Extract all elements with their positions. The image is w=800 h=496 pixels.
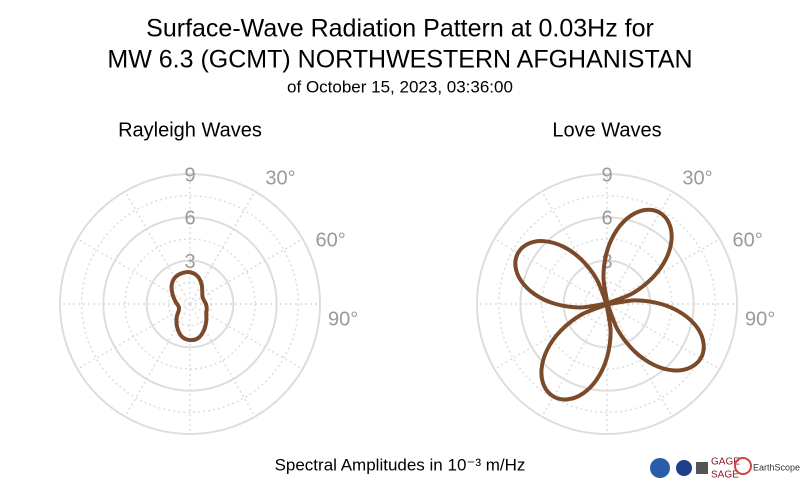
r-grid-circle xyxy=(145,259,235,349)
theta-tick-label: 30° xyxy=(265,168,295,190)
polar-plot: Rayleigh Waves 30° 60° 90° 3 6 9 xyxy=(59,119,358,435)
minor-grid xyxy=(80,194,300,414)
chart-title: Love Waves xyxy=(552,119,661,141)
spoke xyxy=(606,303,720,370)
logo-icon xyxy=(650,458,670,478)
r-tick-label: 3 xyxy=(184,251,195,273)
logo-icon xyxy=(676,460,692,476)
logo-text: EarthScope xyxy=(753,462,800,472)
spoke xyxy=(494,238,608,305)
theta-tick-label: 60° xyxy=(316,230,346,252)
r-grid-circle xyxy=(102,216,278,392)
theta-grid-line xyxy=(606,191,673,305)
logo-icon xyxy=(696,462,708,474)
r-tick-label: 9 xyxy=(184,164,195,186)
logos: GAGE SAGE EarthScope xyxy=(650,457,800,481)
title-line: Surface-Wave Radiation Pattern at 0.03Hz… xyxy=(146,15,654,43)
spoke xyxy=(606,303,673,417)
spoke xyxy=(124,303,191,417)
theta-tick-label: 90° xyxy=(328,308,358,330)
theta-tick-label: 30° xyxy=(682,168,712,190)
theta-tick-label: 90° xyxy=(745,308,775,330)
title-line: MW 6.3 (GCMT) NORTHWESTERN AFGHANISTAN xyxy=(107,46,692,74)
r-tick-label: 9 xyxy=(601,164,612,186)
spoke xyxy=(124,191,191,305)
subtitle: of October 15, 2023, 03:36:00 xyxy=(287,77,513,96)
r-grid-circle xyxy=(519,216,695,392)
chart-title: Rayleigh Waves xyxy=(118,119,262,141)
theta-grid-line xyxy=(189,191,256,305)
theta-grid-line xyxy=(189,238,303,305)
spoke xyxy=(541,303,608,417)
minor-grid xyxy=(497,194,717,414)
r-tick-label: 6 xyxy=(184,208,195,230)
spoke xyxy=(541,191,608,305)
theta-tick-label: 60° xyxy=(733,230,763,252)
caption: Spectral Amplitudes in 10⁻³ m/Hz xyxy=(275,455,526,474)
logo-icon xyxy=(734,457,752,475)
r-grid-circle xyxy=(59,173,321,435)
spoke xyxy=(494,303,608,370)
logo-text: SAGE xyxy=(711,470,739,481)
polar-plot: Love Waves 30° 60° 90° 3 6 9 xyxy=(476,119,775,435)
spoke xyxy=(189,303,256,417)
radiation-pattern xyxy=(513,207,706,402)
logo-text: GAGE xyxy=(711,457,740,468)
r-tick-label: 3 xyxy=(601,251,612,273)
r-grid-circle xyxy=(476,173,738,435)
radiation-pattern xyxy=(169,270,209,343)
theta-grid-line xyxy=(606,238,720,305)
spoke xyxy=(77,303,191,370)
r-tick-label: 6 xyxy=(601,208,612,230)
spoke xyxy=(189,303,303,370)
